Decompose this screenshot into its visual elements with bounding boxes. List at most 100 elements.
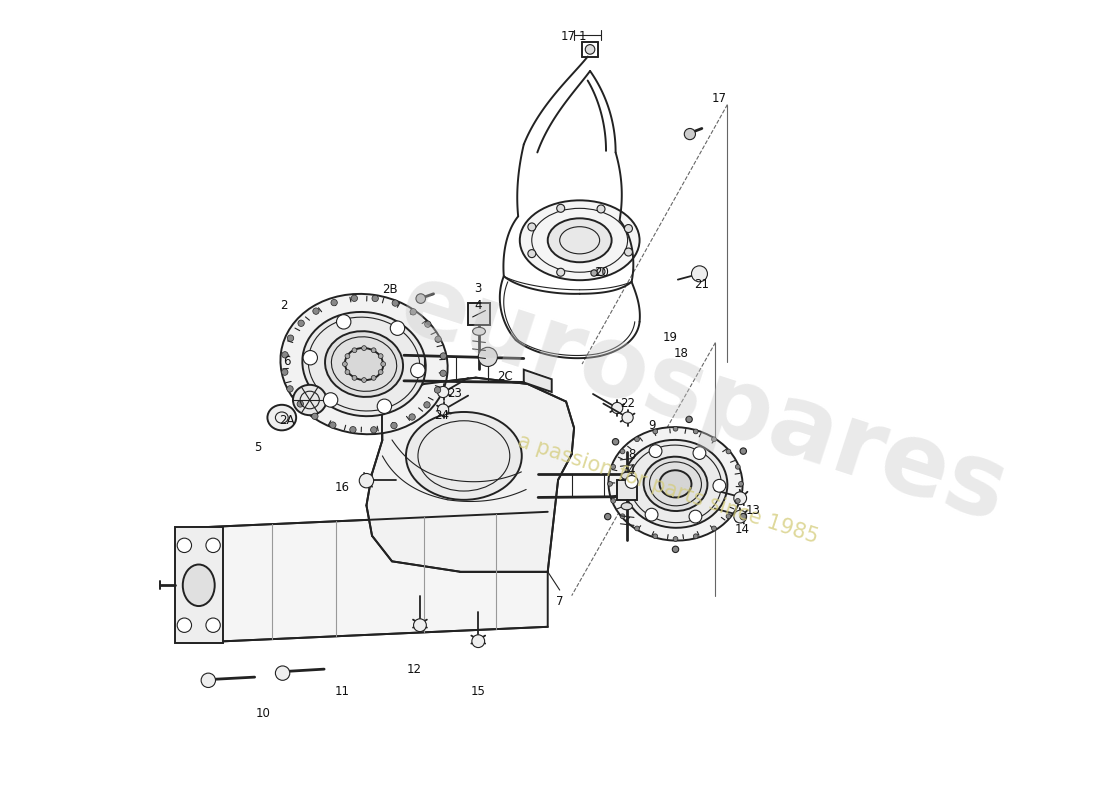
- Circle shape: [351, 295, 358, 302]
- Circle shape: [352, 348, 356, 353]
- Ellipse shape: [621, 472, 632, 479]
- Circle shape: [440, 370, 447, 377]
- Circle shape: [381, 362, 386, 366]
- Circle shape: [434, 386, 441, 393]
- Circle shape: [434, 336, 441, 342]
- Circle shape: [635, 437, 639, 442]
- Circle shape: [371, 426, 377, 433]
- Circle shape: [528, 223, 536, 231]
- Circle shape: [610, 465, 616, 470]
- Circle shape: [693, 534, 698, 538]
- Ellipse shape: [267, 405, 296, 430]
- Text: 17: 17: [560, 30, 575, 43]
- Ellipse shape: [280, 294, 448, 434]
- Ellipse shape: [624, 440, 727, 528]
- Ellipse shape: [660, 470, 692, 498]
- Circle shape: [625, 225, 632, 233]
- Circle shape: [424, 402, 430, 408]
- Ellipse shape: [621, 502, 632, 510]
- Circle shape: [377, 399, 392, 414]
- Circle shape: [726, 449, 730, 454]
- Ellipse shape: [302, 312, 426, 416]
- Circle shape: [371, 348, 376, 353]
- Circle shape: [712, 437, 716, 442]
- Circle shape: [528, 250, 536, 258]
- Circle shape: [557, 268, 564, 276]
- Text: 1: 1: [579, 30, 586, 43]
- Circle shape: [201, 673, 216, 687]
- Text: 14: 14: [735, 523, 749, 536]
- Circle shape: [352, 375, 356, 380]
- Circle shape: [653, 429, 658, 434]
- Polygon shape: [383, 378, 415, 402]
- Circle shape: [585, 45, 595, 54]
- Circle shape: [275, 666, 289, 680]
- Ellipse shape: [183, 565, 215, 606]
- Circle shape: [653, 534, 658, 538]
- Text: 4: 4: [474, 299, 482, 312]
- Text: a passion for parts since 1985: a passion for parts since 1985: [515, 431, 821, 548]
- Polygon shape: [468, 302, 491, 325]
- Circle shape: [206, 538, 220, 553]
- Circle shape: [610, 498, 616, 503]
- Circle shape: [378, 370, 383, 374]
- Ellipse shape: [644, 457, 707, 511]
- Circle shape: [410, 363, 425, 378]
- Circle shape: [360, 474, 374, 488]
- Circle shape: [649, 445, 662, 458]
- Circle shape: [712, 526, 716, 531]
- Text: 23: 23: [447, 387, 462, 400]
- Text: 17: 17: [712, 92, 727, 105]
- Ellipse shape: [473, 327, 485, 335]
- Circle shape: [345, 370, 350, 374]
- Polygon shape: [366, 378, 574, 572]
- Circle shape: [613, 438, 618, 445]
- Circle shape: [378, 354, 383, 358]
- Circle shape: [331, 299, 338, 306]
- Circle shape: [646, 508, 658, 521]
- Circle shape: [390, 422, 397, 429]
- Circle shape: [478, 347, 497, 366]
- Text: 6: 6: [283, 355, 290, 368]
- Text: 24: 24: [434, 410, 449, 422]
- Text: 15: 15: [471, 685, 486, 698]
- Text: 18: 18: [673, 347, 689, 360]
- Circle shape: [726, 514, 730, 518]
- Circle shape: [440, 353, 447, 359]
- Circle shape: [311, 413, 318, 419]
- Circle shape: [621, 412, 634, 423]
- Text: 2A: 2A: [278, 414, 295, 427]
- Circle shape: [438, 386, 449, 398]
- Text: 13: 13: [746, 504, 760, 517]
- Text: 7: 7: [556, 594, 563, 608]
- Circle shape: [297, 401, 304, 407]
- Circle shape: [472, 634, 485, 647]
- Circle shape: [557, 204, 564, 212]
- Circle shape: [438, 404, 449, 415]
- Text: 10: 10: [255, 706, 271, 719]
- Circle shape: [390, 321, 405, 335]
- Circle shape: [625, 475, 638, 488]
- Circle shape: [392, 300, 398, 306]
- Text: 9: 9: [648, 419, 656, 432]
- Circle shape: [740, 448, 747, 454]
- Text: eurospares: eurospares: [388, 256, 1019, 544]
- Text: 2B: 2B: [383, 283, 398, 296]
- Circle shape: [177, 618, 191, 632]
- Circle shape: [287, 335, 294, 342]
- Circle shape: [287, 386, 294, 392]
- Ellipse shape: [324, 331, 403, 397]
- Text: 2C: 2C: [497, 370, 514, 382]
- Circle shape: [177, 538, 191, 553]
- Text: 11: 11: [336, 685, 350, 698]
- Circle shape: [372, 295, 378, 302]
- Text: 21: 21: [694, 278, 710, 290]
- Circle shape: [298, 320, 305, 326]
- Circle shape: [206, 618, 220, 632]
- Circle shape: [692, 266, 707, 282]
- Text: 2: 2: [280, 299, 288, 312]
- Circle shape: [693, 446, 706, 459]
- Circle shape: [323, 393, 338, 407]
- Circle shape: [591, 270, 597, 276]
- Circle shape: [620, 449, 625, 454]
